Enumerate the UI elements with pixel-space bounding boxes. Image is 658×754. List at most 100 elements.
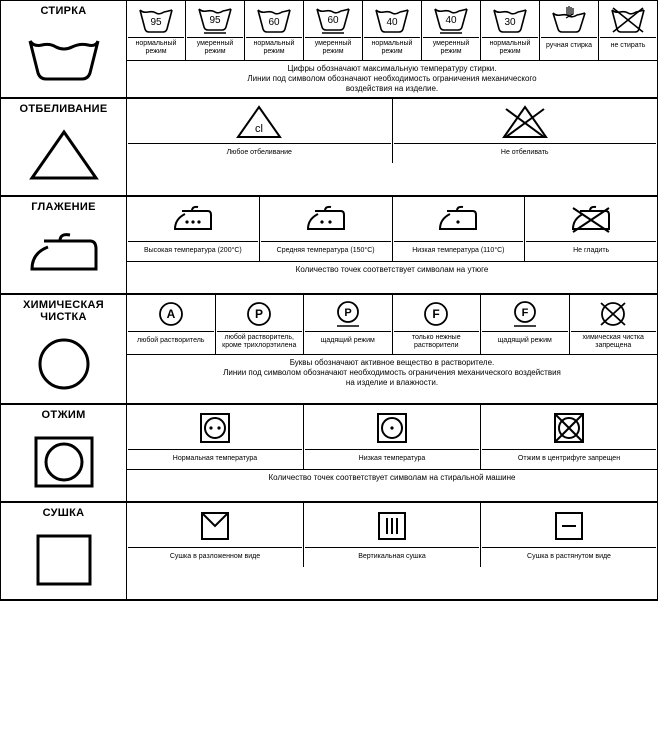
bleach-no-icon (394, 101, 657, 143)
spin-note: Количество точек соответствует символам … (127, 469, 657, 486)
cell-label: Низкая температура (110°С) (394, 241, 524, 259)
cell-label: Средняя температура (150°С) (261, 241, 391, 259)
dryclean-note: Буквы обозначают активное вещество в рас… (127, 354, 657, 391)
svg-text:60: 60 (327, 15, 339, 26)
rowhead-title: ОТБЕЛИВАНИЕ (20, 103, 108, 115)
svg-text:30: 30 (504, 17, 516, 28)
rowhead-dryclean: ХИМИЧЕСКАЯ ЧИСТКА (1, 295, 127, 403)
dryclean-f-icon: F (394, 297, 480, 331)
wash-hand-icon (541, 3, 597, 37)
cell-label: Не отбеливать (394, 143, 657, 161)
wash-60u-icon: 60 (305, 3, 361, 37)
iron-note: Количество точек соответствует символам … (127, 261, 657, 278)
svg-text:P: P (255, 307, 263, 321)
rowhead-title: ОТЖИМ (41, 409, 85, 421)
cell-label: Не гладить (526, 241, 656, 259)
svg-text:40: 40 (386, 17, 398, 28)
svg-text:F: F (521, 307, 528, 319)
rowhead-iron: ГЛАЖЕНИЕ (1, 197, 127, 293)
spin-1-icon (305, 407, 479, 449)
svg-text:60: 60 (268, 17, 280, 28)
wash-icon (19, 23, 109, 93)
bleach-icon (19, 121, 109, 191)
spin-no-icon (482, 407, 656, 449)
dryclean-fu-icon: F (482, 297, 568, 331)
cell-label: Сушка в разложенном виде (128, 547, 302, 565)
rowhead-dry: СУШКА (1, 503, 127, 599)
svg-text:cl: cl (255, 123, 263, 135)
cell-label: нормальный режим (128, 37, 184, 58)
dryclean-a-icon: A (128, 297, 214, 331)
dryclean-icon (19, 329, 109, 399)
cell-label: умеренный режим (305, 37, 361, 58)
rowhead-spin: ОТЖИМ (1, 405, 127, 501)
cell-label: Вертикальная сушка (305, 547, 479, 565)
dry-icon (19, 525, 109, 595)
cell-label: умеренный режим (423, 37, 479, 58)
cell-label: нормальный режим (364, 37, 420, 58)
wash-60-icon: 60 (246, 3, 302, 37)
svg-text:95: 95 (150, 17, 162, 28)
cell-label: умеренный режим (187, 37, 243, 58)
section-wash: СТИРКА 95 нормальный режим 95 умеренный ре… (1, 1, 657, 99)
bleach-cells: cl Любое отбеливание Не отбеливать (127, 99, 657, 163)
svg-text:P: P (344, 307, 351, 319)
iron-3-icon (128, 199, 258, 241)
section-dryclean: ХИМИЧЕСКАЯ ЧИСТКА Aлюбой растворитель Pл… (1, 295, 657, 405)
dryclean-pu-icon: P (305, 297, 391, 331)
dryclean-cells: Aлюбой растворитель Pлюбой растворитель,… (127, 295, 657, 354)
svg-text:F: F (433, 307, 440, 321)
wash-note: Цифры обозначают максимальную температур… (127, 60, 657, 97)
iron-1-icon (394, 199, 524, 241)
iron-icon (19, 219, 109, 289)
rowhead-bleach: ОТБЕЛИВАНИЕ (1, 99, 127, 195)
rowhead-title: ХИМИЧЕСКАЯ ЧИСТКА (3, 299, 124, 323)
cell-label: не стирать (600, 37, 656, 55)
bleach-cl-icon: cl (128, 101, 391, 143)
svg-text:40: 40 (445, 15, 457, 26)
dry-bars-icon (305, 505, 479, 547)
spin-icon (19, 427, 109, 497)
section-bleach: ОТБЕЛИВАНИЕ cl Любое отбеливание Не отбел… (1, 99, 657, 197)
dry-envelope-icon (128, 505, 302, 547)
iron-cells: Высокая температура (200°С) Средняя темп… (127, 197, 657, 261)
cell-label: Отжим в центрифуге запрещен (482, 449, 656, 467)
laundry-symbol-chart: СТИРКА 95 нормальный режим 95 умеренный ре… (0, 0, 658, 601)
cell-label: ручная стирка (541, 37, 597, 55)
wash-cells: 95 нормальный режим 95 умеренный режим 60 н… (127, 1, 657, 60)
dryclean-no-icon (571, 297, 657, 331)
svg-text:95: 95 (209, 15, 221, 26)
svg-text:A: A (166, 307, 175, 321)
wash-40-icon: 40 (364, 3, 420, 37)
cell-label: любой растворитель (128, 331, 214, 349)
dryclean-p-icon: P (217, 297, 303, 331)
cell-label: нормальный режим (246, 37, 302, 58)
cell-label: Нормальная температура (128, 449, 302, 467)
cell-label: Высокая температура (200°С) (128, 241, 258, 259)
cell-label: щадящий режим (305, 331, 391, 349)
rowhead-title: СУШКА (43, 507, 85, 519)
iron-2-icon (261, 199, 391, 241)
cell-label: только нежные растворители (394, 331, 480, 352)
cell-label: Низкая температура (305, 449, 479, 467)
section-spin: ОТЖИМ Нормальная температура Низкая темп… (1, 405, 657, 503)
cell-label: нормальный режим (482, 37, 538, 58)
wash-40u-icon: 40 (423, 3, 479, 37)
wash-no-icon (600, 3, 656, 37)
dry-dash-icon (482, 505, 656, 547)
spin-2-icon (128, 407, 302, 449)
iron-no-icon (526, 199, 656, 241)
wash-95u-icon: 95 (187, 3, 243, 37)
cell-label: щадящий режим (482, 331, 568, 349)
section-iron: ГЛАЖЕНИЕ Высокая температура (200°С) Сре… (1, 197, 657, 295)
wash-95-icon: 95 (128, 3, 184, 37)
dry-cells: Сушка в разложенном виде Вертикальная су… (127, 503, 657, 567)
section-dry: СУШКА Сушка в разложенном виде Вертикаль… (1, 503, 657, 600)
cell-label: Любое отбеливание (128, 143, 391, 161)
cell-label: химическая чистка запрещена (571, 331, 657, 352)
rowhead-title: СТИРКА (40, 5, 86, 17)
wash-30-icon: 30 (482, 3, 538, 37)
cell-label: любой растворитель, кроме трихлорэтилена (217, 331, 303, 352)
rowhead-title: ГЛАЖЕНИЕ (31, 201, 96, 213)
rowhead-wash: СТИРКА (1, 1, 127, 97)
